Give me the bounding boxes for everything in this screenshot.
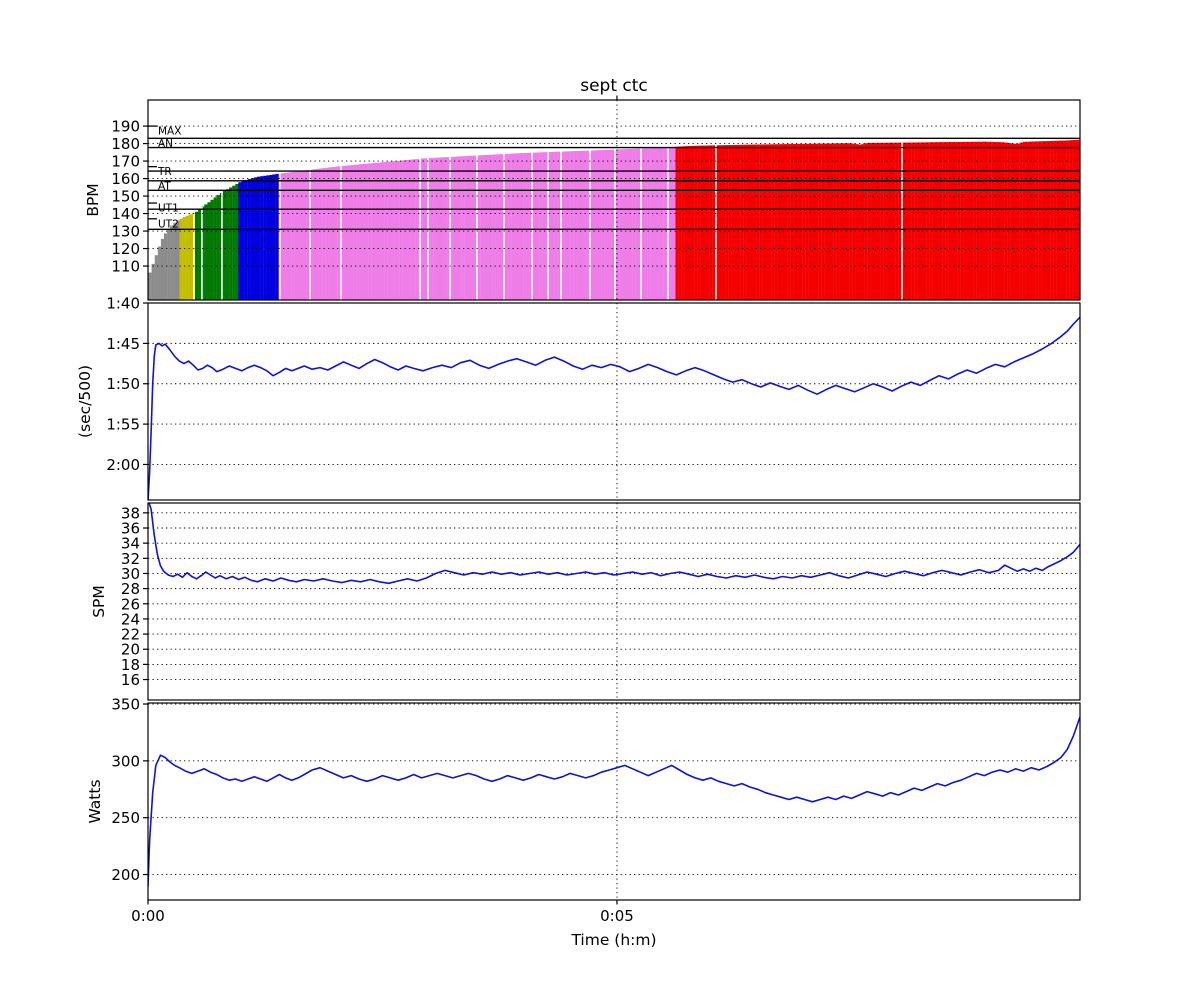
heart-rate-ytick: 150 (111, 188, 140, 206)
power-line (148, 716, 1080, 887)
gridlines (148, 100, 1080, 900)
stroke-rate-ytick: 36 (121, 520, 140, 538)
heart-rate-ytick: 180 (111, 135, 140, 153)
pace-line (148, 316, 1080, 500)
stroke-rate-line (148, 503, 1080, 585)
heart-rate-ytick: 110 (111, 258, 140, 276)
stroke-rate-ytick: 22 (121, 626, 140, 644)
stroke-rate-ytick: 26 (121, 595, 140, 613)
x-axis-label: Time (h:m) (570, 931, 656, 949)
zone-label-an: AN (158, 138, 173, 150)
heart-rate-ytick: 120 (111, 240, 140, 258)
power-ytick: 300 (111, 752, 140, 770)
heart-rate-ytick: 170 (111, 153, 140, 171)
x-tick: 0:05 (600, 907, 634, 925)
stroke-rate-ytick: 32 (121, 550, 140, 568)
stroke-rate-ylabel: SPM (90, 585, 108, 618)
zone-label-ut2: UT2 (158, 218, 179, 230)
heart-rate-ytick: 160 (111, 170, 140, 188)
stroke-rate-ytick: 20 (121, 641, 140, 659)
stroke-rate-ytick: 18 (121, 656, 140, 674)
stroke-rate-ytick: 16 (121, 671, 140, 689)
hr-zone-bars (148, 139, 1080, 300)
pace-ytick: 1:50 (106, 375, 140, 393)
zone-label-max: MAX (158, 126, 181, 138)
stroke-rate-ytick: 24 (121, 610, 140, 628)
pace-ytick: 1:55 (106, 416, 140, 434)
power-ytick: 250 (111, 809, 140, 827)
stroke-rate-ytick: 38 (121, 504, 140, 522)
heart-rate-ylabel: BPM (84, 183, 102, 216)
pace-ytick: 1:40 (106, 295, 140, 313)
pace-ytick: 2:00 (106, 456, 140, 474)
zone-label-tr: TR (157, 166, 172, 178)
power-ylabel: Watts (86, 779, 104, 823)
stroke-rate-ytick: 28 (121, 580, 140, 598)
stroke-rate-ytick: 30 (121, 565, 140, 583)
chart-title: sept ctc (580, 76, 648, 96)
power-ytick: 200 (111, 866, 140, 884)
zone-label-ut1: UT1 (158, 203, 179, 215)
zone-label-at: AT (158, 180, 171, 192)
pace-ytick: 1:45 (106, 335, 140, 353)
x-tick: 0:00 (131, 907, 165, 925)
heart-rate-ytick: 190 (111, 118, 140, 136)
heart-rate-ytick: 140 (111, 205, 140, 223)
stroke-rate-ytick: 34 (121, 535, 140, 553)
pace-ylabel: (sec/500) (76, 365, 94, 438)
power-ytick: 350 (111, 696, 140, 714)
heart-rate-ytick: 130 (111, 223, 140, 241)
